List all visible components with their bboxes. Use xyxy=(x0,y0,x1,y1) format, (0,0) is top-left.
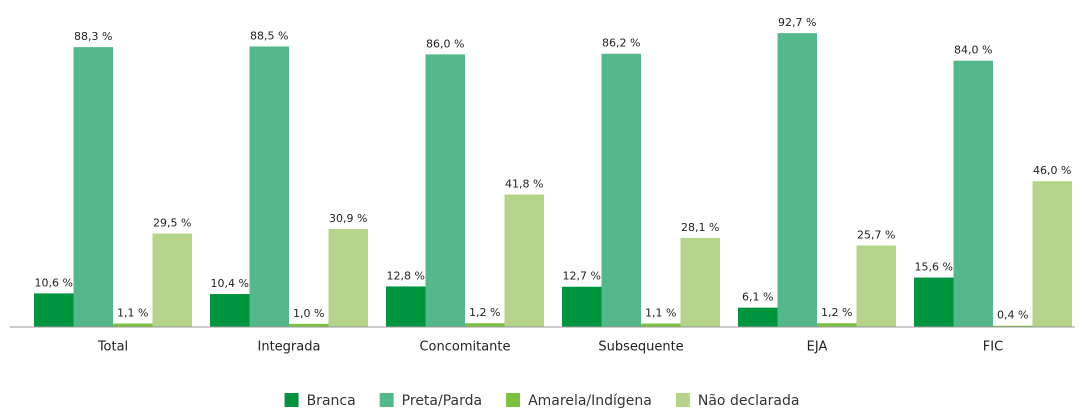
value-label: 29,5 % xyxy=(153,216,191,229)
value-label: 30,9 % xyxy=(329,212,367,225)
bar xyxy=(425,54,465,327)
bar xyxy=(601,53,641,327)
value-label: 46,0 % xyxy=(1033,164,1071,177)
value-label: 15,6 % xyxy=(915,261,953,274)
bar xyxy=(328,229,368,327)
bar xyxy=(562,286,602,327)
value-label: 1,0 % xyxy=(293,307,324,320)
value-label: 1,2 % xyxy=(469,306,500,319)
value-label: 12,8 % xyxy=(387,269,425,282)
legend-swatch xyxy=(675,393,690,407)
bar xyxy=(34,293,74,327)
x-tick-label: Subsequente xyxy=(598,340,683,355)
bar xyxy=(152,233,192,327)
value-label: 0,4 % xyxy=(997,309,1028,322)
bar xyxy=(817,323,857,327)
x-tick-label: FIC xyxy=(983,340,1003,355)
bar xyxy=(641,323,681,327)
bar xyxy=(73,47,113,328)
value-label: 6,1 % xyxy=(742,291,773,304)
bar xyxy=(953,60,993,327)
bar xyxy=(993,325,1033,327)
legend-label: Preta/Parda xyxy=(402,393,482,409)
bar xyxy=(289,323,329,327)
value-label: 10,4 % xyxy=(211,277,249,290)
legend-label: Amarela/Indígena xyxy=(528,393,652,409)
value-label: 88,5 % xyxy=(250,29,288,42)
bar xyxy=(113,323,153,327)
value-label: 41,8 % xyxy=(505,177,543,190)
legend-label: Branca xyxy=(307,393,356,409)
bar xyxy=(1032,181,1072,327)
bar xyxy=(249,46,289,328)
legend-label: Não declarada xyxy=(698,393,800,409)
x-tick-label: Concomitante xyxy=(419,340,510,355)
value-label: 1,1 % xyxy=(117,307,148,320)
bar xyxy=(504,194,544,327)
value-label: 1,2 % xyxy=(821,306,852,319)
value-label: 10,6 % xyxy=(35,276,73,289)
value-label: 86,2 % xyxy=(602,37,640,50)
bar xyxy=(210,294,250,327)
value-label: 88,3 % xyxy=(74,30,112,43)
bar xyxy=(465,323,505,327)
bar xyxy=(386,286,426,327)
value-label: 92,7 % xyxy=(778,16,816,29)
value-label: 12,7 % xyxy=(563,270,601,283)
legend-swatch xyxy=(506,393,521,407)
x-tick-label: EJA xyxy=(807,340,828,355)
value-label: 1,1 % xyxy=(645,307,676,320)
value-label: 25,7 % xyxy=(857,229,895,242)
value-label: 86,0 % xyxy=(426,37,464,50)
bar xyxy=(777,33,817,328)
x-tick-label: Total xyxy=(97,340,128,355)
legend-swatch xyxy=(284,393,299,407)
bar xyxy=(680,237,720,327)
bar xyxy=(856,245,896,327)
bar xyxy=(738,307,778,327)
value-label: 28,1 % xyxy=(681,221,719,234)
bar xyxy=(914,277,954,327)
legend-swatch xyxy=(379,393,394,407)
value-label: 84,0 % xyxy=(954,44,992,57)
x-tick-label: Integrada xyxy=(258,340,321,355)
